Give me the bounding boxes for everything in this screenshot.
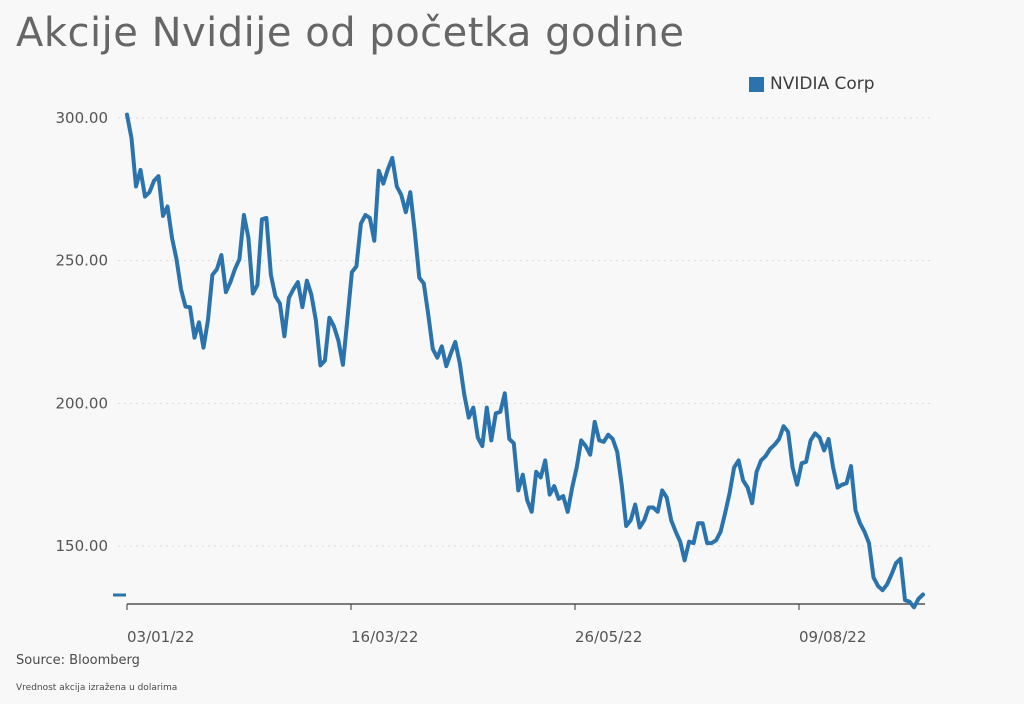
series-line-nvidia — [125, 112, 925, 610]
source-note: Source: Bloomberg — [16, 653, 140, 668]
x-tick-label: 16/03/22 — [351, 628, 418, 646]
legend-swatch-icon — [749, 76, 764, 92]
y-axis-ticks: 300.00 250.00 200.00 150.00 — [56, 109, 109, 555]
x-tick-label: 03/01/22 — [127, 628, 194, 646]
y-tick-label: 300.00 — [56, 109, 109, 127]
y-tick-label: 200.00 — [56, 394, 109, 412]
legend: NVIDIA Corp — [749, 74, 875, 94]
y-tick-label: 150.00 — [56, 537, 109, 555]
x-tick-label: 26/05/22 — [575, 628, 642, 646]
x-tick-label: 09/08/22 — [799, 628, 866, 646]
x-axis-ticks: 03/01/22 16/03/22 26/05/22 09/08/22 — [126, 604, 866, 646]
page-title: Akcije Nvidije od početka godine — [16, 10, 685, 56]
units-note: Vrednost akcija izražena u dolarima — [16, 683, 178, 693]
y-tick-label: 250.00 — [56, 252, 109, 270]
legend-label: NVIDIA Corp — [770, 74, 875, 94]
